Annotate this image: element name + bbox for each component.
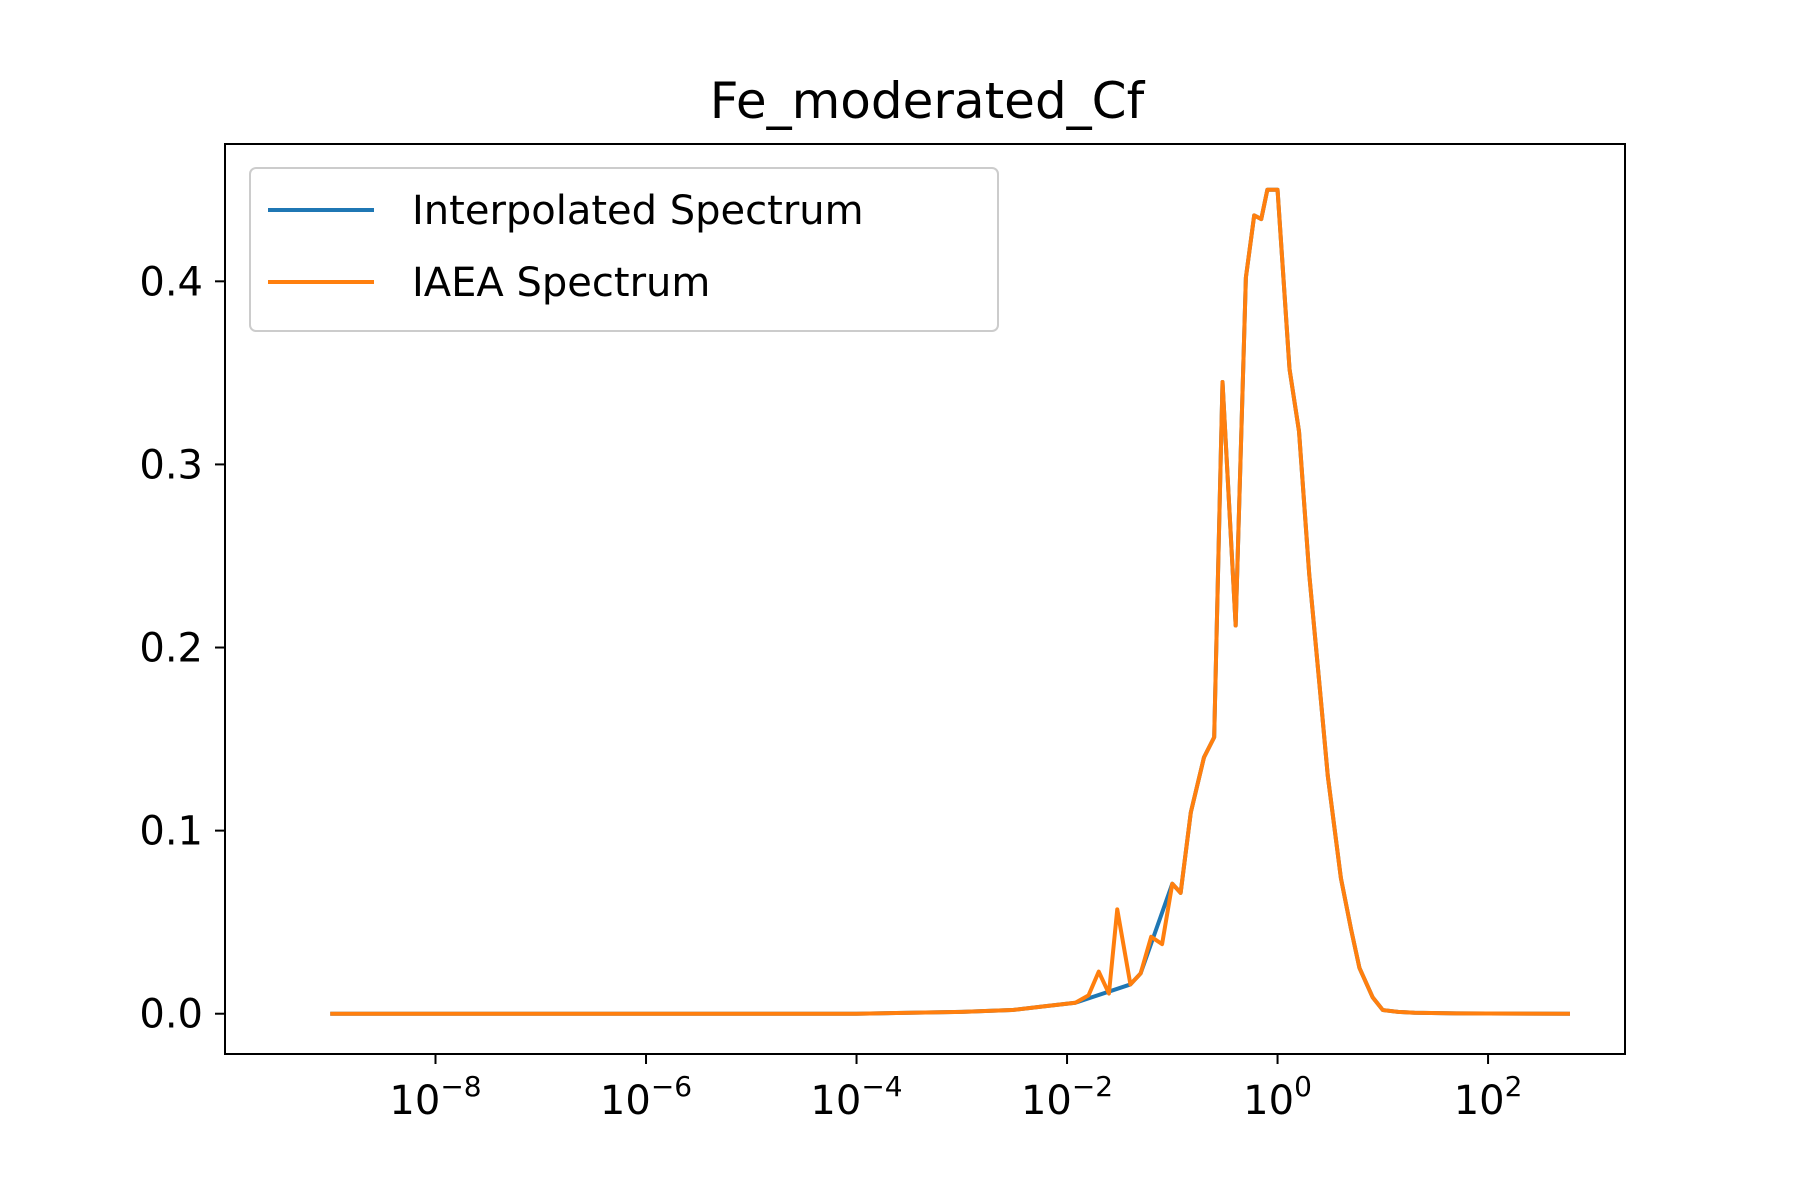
x-axis: 10−8 10−6 10−4 10−2 100 102 bbox=[389, 1054, 1522, 1124]
x-tick-label: 10−2 bbox=[1021, 1070, 1113, 1124]
series-line-iaea bbox=[330, 187, 1570, 1016]
legend: Interpolated Spectrum IAEA Spectrum bbox=[249, 167, 999, 332]
legend-label-interpolated: Interpolated Spectrum bbox=[412, 188, 864, 234]
x-tick-label: 10−6 bbox=[600, 1070, 692, 1124]
plot-area bbox=[224, 143, 1626, 1055]
y-axis: 0.0 0.1 0.2 0.3 0.4 bbox=[139, 259, 225, 1038]
y-tick-label: 0.0 bbox=[139, 992, 203, 1038]
x-tick-label: 10−4 bbox=[810, 1070, 902, 1124]
legend-label-iaea: IAEA Spectrum bbox=[412, 260, 710, 306]
legend-box bbox=[249, 167, 999, 332]
series-layer bbox=[330, 187, 1570, 1016]
x-tick-label: 10−8 bbox=[389, 1070, 481, 1124]
x-tick-label: 102 bbox=[1454, 1070, 1523, 1124]
axes-frame bbox=[224, 143, 1626, 1055]
x-tick-label: 100 bbox=[1243, 1070, 1312, 1124]
y-tick-label: 0.3 bbox=[139, 442, 203, 488]
chart-title: Fe_moderated_Cf bbox=[710, 72, 1146, 130]
y-tick-label: 0.4 bbox=[139, 259, 203, 305]
y-tick-label: 0.1 bbox=[139, 809, 203, 855]
y-tick-label: 0.2 bbox=[139, 626, 203, 672]
